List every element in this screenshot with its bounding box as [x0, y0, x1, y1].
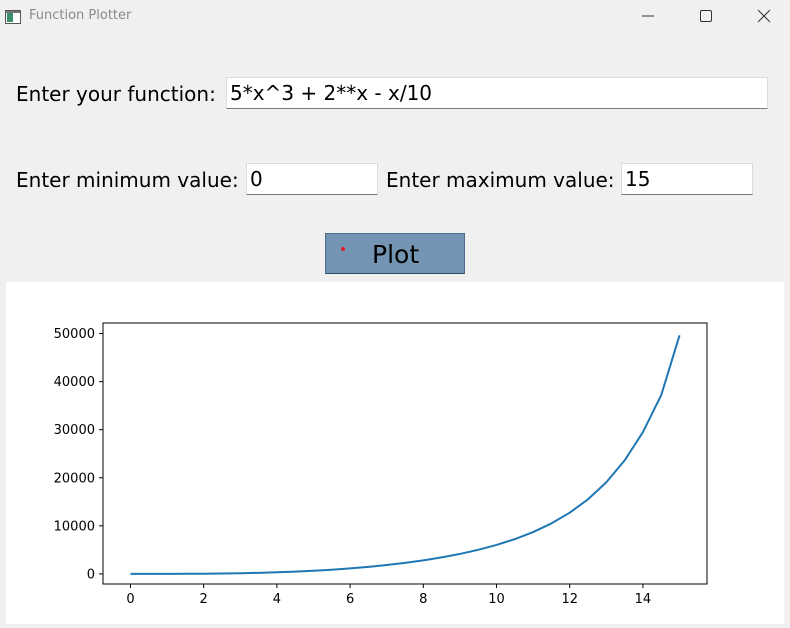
- function-input[interactable]: 5*x^3 + 2**x - x/10: [226, 77, 768, 109]
- function-chart: 0 2 4 6 8 10 12 14 0 10000 20000 30000 40000 50000: [54, 322, 708, 607]
- plot-button-label: Plot: [372, 240, 420, 269]
- axes-frame: [102, 322, 708, 585]
- y-tick-label: 20000: [54, 471, 95, 486]
- x-tick-label: 14: [635, 592, 652, 607]
- maximize-icon: [700, 10, 712, 22]
- min-value-label: Enter minimum value:: [16, 168, 239, 192]
- max-value-label: Enter maximum value:: [386, 168, 615, 192]
- y-tick-label: 30000: [54, 423, 95, 438]
- x-tick-label: 6: [346, 592, 354, 607]
- x-tick-label: 2: [200, 592, 208, 607]
- focus-dot-icon: [341, 247, 345, 251]
- function-label: Enter your function:: [16, 82, 216, 106]
- title-bar: Function Plotter: [0, 0, 790, 34]
- app-window-icon: [5, 9, 21, 24]
- close-button[interactable]: [735, 0, 790, 32]
- y-tick-label: 10000: [54, 519, 95, 534]
- maximize-button[interactable]: [677, 0, 735, 32]
- minimize-icon: [642, 15, 654, 17]
- plot-button[interactable]: Plot: [325, 233, 465, 274]
- window-title: Function Plotter: [29, 8, 132, 23]
- x-tick-label: 4: [273, 592, 281, 607]
- x-tick-label: 10: [488, 592, 505, 607]
- minimize-button[interactable]: [619, 0, 677, 32]
- y-tick-label: 40000: [54, 375, 95, 390]
- y-tick-label: 0: [87, 567, 95, 582]
- function-curve: [130, 335, 681, 575]
- x-tick-label: 0: [126, 592, 134, 607]
- y-tick-label: 50000: [54, 327, 95, 342]
- close-icon: [757, 9, 771, 23]
- plot-canvas: 0 2 4 6 8 10 12 14 0 10000 20000 30000 40000 50000: [6, 282, 784, 624]
- max-value-input[interactable]: 15: [621, 163, 753, 195]
- x-tick-label: 12: [561, 592, 578, 607]
- x-tick-label: 8: [419, 592, 427, 607]
- min-value-input[interactable]: 0: [246, 163, 378, 195]
